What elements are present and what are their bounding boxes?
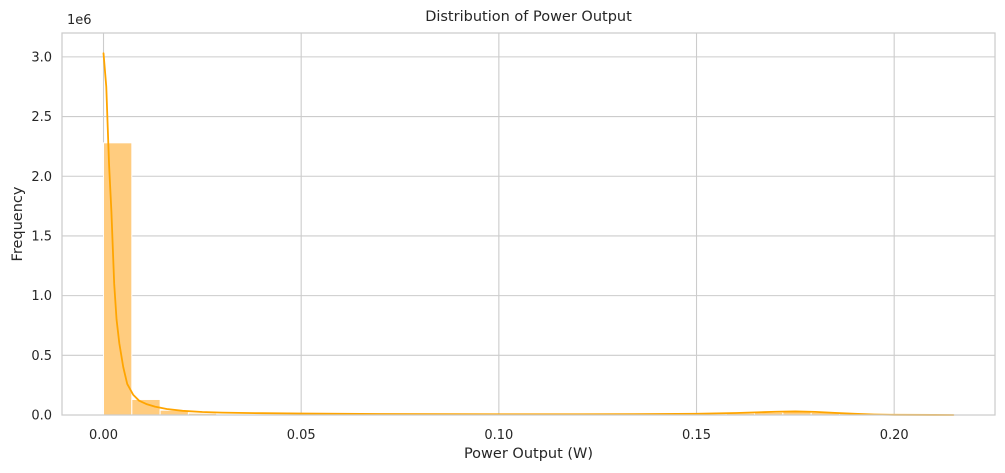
x-tick-label: 0.20 (880, 428, 909, 443)
grid-layer (62, 33, 995, 416)
y-tick-label: 0.5 (31, 349, 52, 364)
kde-line (102, 52, 955, 416)
y-axis-title: Frequency (10, 186, 26, 261)
ticks-layer: 0.00 0.05 0.10 0.15 0.20 0.0 0.5 1.0 1.5 2.0 2.5 3.… (31, 50, 908, 443)
y-offset-label: 1e6 (67, 13, 92, 28)
line-layer (102, 52, 955, 416)
x-tick-label: 0.10 (484, 428, 513, 443)
x-tick-label: 0.05 (287, 428, 316, 443)
y-tick-label: 3.0 (31, 50, 52, 65)
y-tick-label: 2.0 (31, 170, 52, 185)
x-axis-title: Power Output (W) (464, 446, 593, 462)
histogram-bar (103, 142, 133, 416)
y-tick-label: 1.5 (31, 229, 52, 244)
y-tick-label: 0.0 (31, 409, 52, 424)
plot-frame (61, 32, 996, 416)
bars-layer (103, 142, 954, 416)
chart-title: Distribution of Power Output (425, 9, 632, 25)
x-tick-label: 0.00 (89, 428, 118, 443)
y-tick-label: 2.5 (31, 110, 52, 125)
x-tick-label: 0.15 (682, 428, 711, 443)
y-tick-label: 1.0 (31, 289, 52, 304)
